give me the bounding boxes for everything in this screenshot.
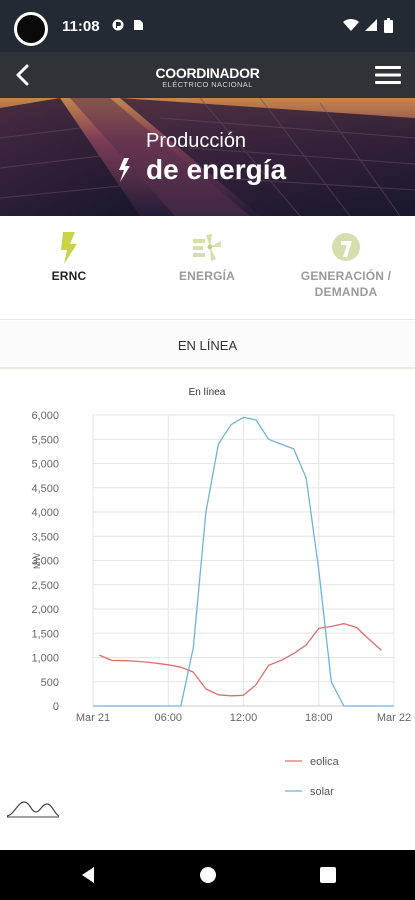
- series-line-eolica: [99, 622, 382, 697]
- wind-turbine-icon: [193, 234, 221, 261]
- chart-title: En línea: [189, 387, 226, 398]
- x-tick-label: 06:00: [154, 712, 182, 724]
- subtab-en-linea[interactable]: EN LÍNEA: [0, 321, 415, 369]
- y-tick-label: 1,000: [31, 653, 59, 665]
- home-circle-icon[interactable]: [198, 865, 218, 885]
- y-tick-label: 4,500: [31, 483, 59, 495]
- back-triangle-icon[interactable]: [78, 865, 98, 885]
- back-arrow-icon[interactable]: [8, 60, 38, 90]
- wifi-icon: [343, 18, 359, 31]
- status-time: 11:08: [62, 18, 100, 35]
- chart-panel: En línea 0 500 1,000 1,500 2,000 2,500 3,000 3,5…: [0, 369, 415, 850]
- y-tick-label: 5,500: [31, 434, 59, 446]
- recents-square-icon[interactable]: [318, 865, 338, 885]
- tab-energia-label: ENERGÍA: [178, 269, 236, 283]
- x-tick-label: Mar 22: [377, 712, 411, 724]
- bolt-icon: [61, 232, 77, 264]
- hero-title-line1: Producción: [146, 130, 247, 152]
- y-tick-label: 4,000: [31, 507, 59, 519]
- tab-energia[interactable]: ENERGÍA: [138, 216, 276, 320]
- x-tick-label: Mar 21: [76, 712, 110, 724]
- battery-icon: [384, 18, 393, 33]
- sim-card-icon: [134, 20, 143, 30]
- system-navigation-bar: [0, 850, 415, 900]
- y-tick-label: 2,500: [31, 580, 59, 592]
- status-bar: 11:08: [0, 0, 415, 52]
- y-tick-label: 2,000: [31, 604, 59, 616]
- production-line-chart: En línea 0 500 1,000 1,500 2,000 2,500 3,000 3,5…: [31, 387, 411, 798]
- series-line-solar: [93, 416, 394, 707]
- chart-thumbnail-icon[interactable]: [6, 798, 60, 820]
- app-notification-icon: [112, 19, 124, 31]
- tab-ernc[interactable]: ERNC: [0, 216, 138, 320]
- camera-cutout: [14, 12, 48, 46]
- logo-subtitle: ELÉCTRICO NACIONAL: [162, 80, 253, 89]
- tab-generacion-demanda[interactable]: GENERACIÓN / DEMANDA: [277, 216, 415, 320]
- hero-banner: Producción de energía: [0, 98, 415, 216]
- x-tick-label: 18:00: [305, 712, 333, 724]
- tab-ernc-label: ERNC: [51, 269, 87, 283]
- signal-icon: [365, 19, 377, 31]
- y-tick-label: 3,500: [31, 531, 59, 543]
- hamburger-menu-icon[interactable]: [375, 65, 401, 85]
- y-tick-label: 500: [41, 677, 59, 689]
- y-tick-label: 3,000: [31, 556, 59, 568]
- x-tick-label: 12:00: [230, 712, 258, 724]
- category-tabs: ERNC ENERGÍA GENERACIÓN / DEMANDA: [0, 216, 415, 320]
- y-tick-label: 6,000: [31, 410, 59, 422]
- app-bar: COORDINADOR ELÉCTRICO NACIONAL: [0, 52, 415, 98]
- tab-generacion-label: GENERACIÓN / DEMANDA: [300, 269, 392, 299]
- y-axis-label: MW: [32, 553, 42, 569]
- solar-panels-image: [0, 98, 415, 216]
- subtab-label: EN LÍNEA: [177, 338, 238, 353]
- legend-label-solar: solar: [310, 786, 334, 798]
- legend-label-eolica: eolica: [310, 756, 340, 768]
- gauge-icon: [332, 233, 360, 261]
- hero-title-line2: de energía: [146, 154, 287, 185]
- y-tick-label: 0: [53, 701, 59, 713]
- y-tick-label: 5,000: [31, 459, 59, 471]
- y-tick-label: 1,500: [31, 628, 59, 640]
- logo-title: COORDINADOR: [155, 65, 260, 81]
